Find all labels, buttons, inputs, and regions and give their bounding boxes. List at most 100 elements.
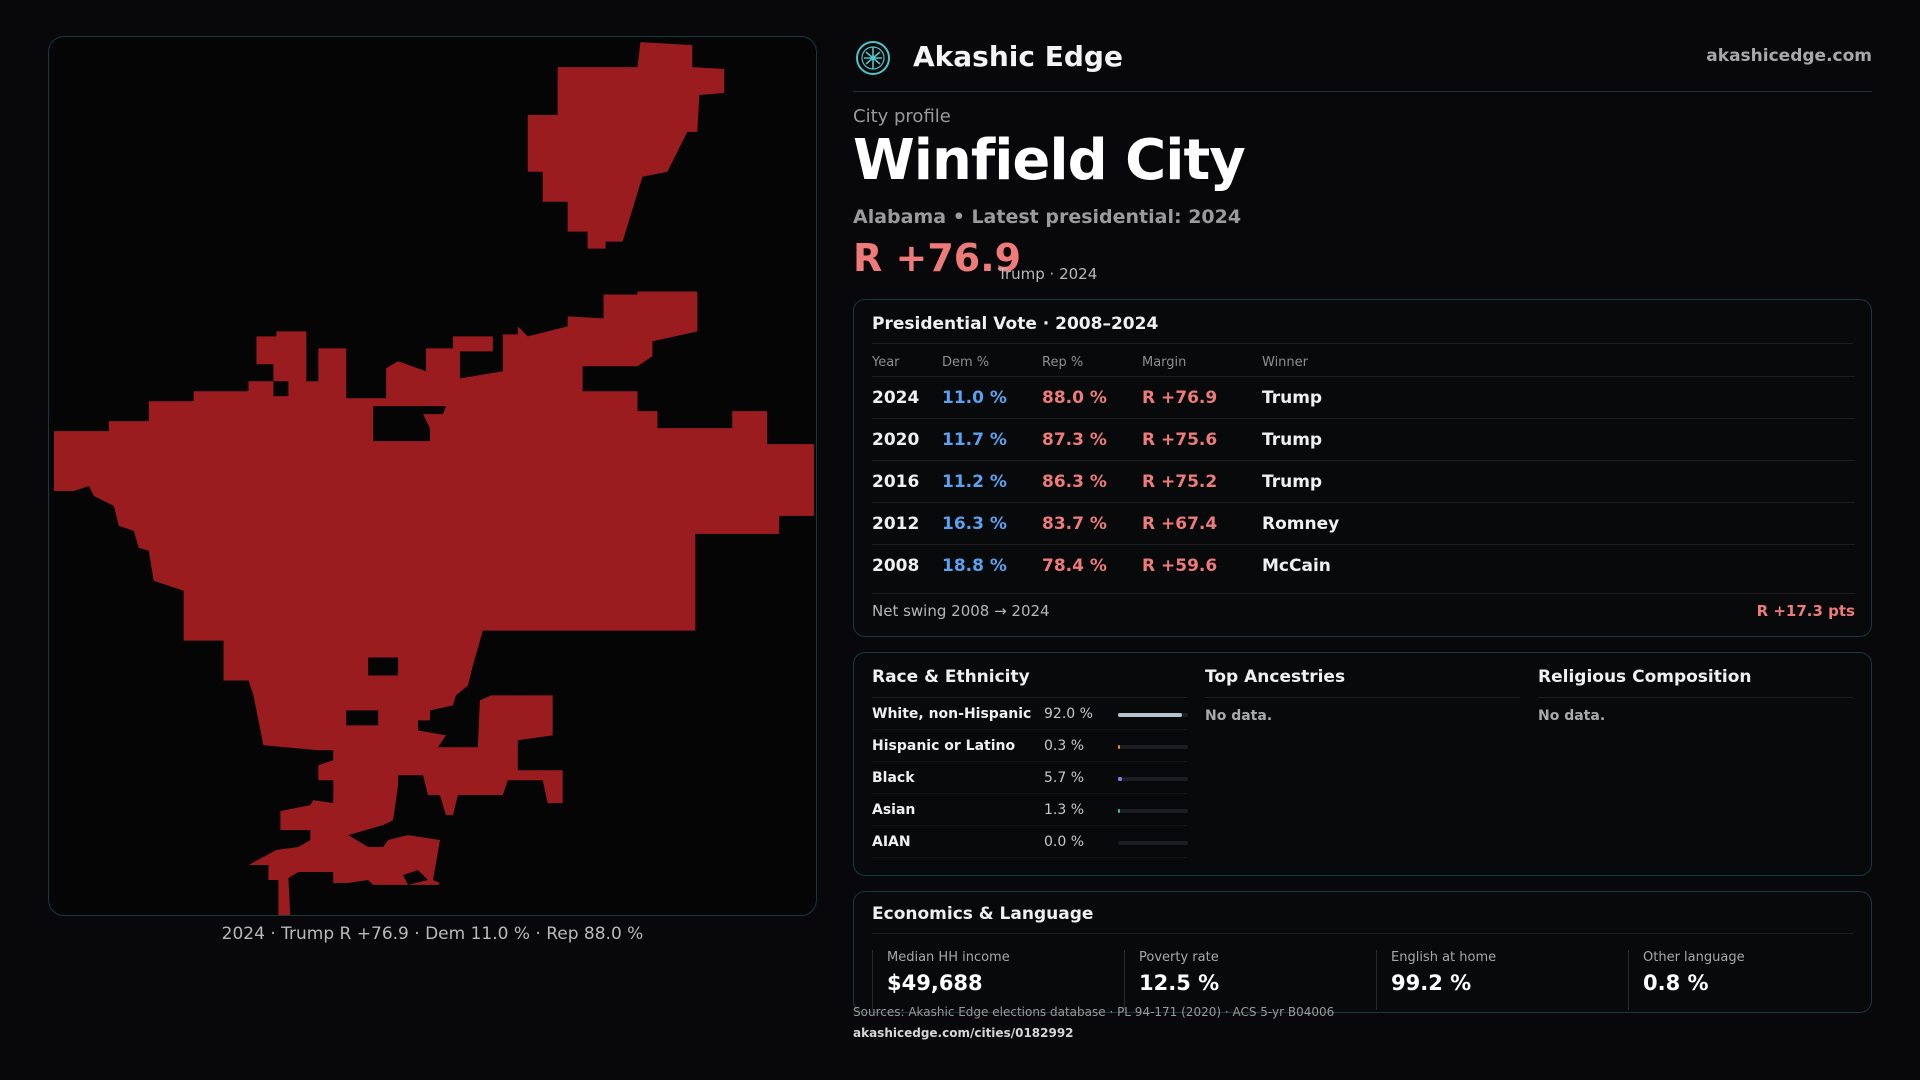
stat-english-at-home: English at home 99.2 % [1376,950,1606,1010]
presidential-vote-card: Presidential Vote · 2008–2024 Year Dem %… [853,299,1872,637]
latest-margin: R +76.9 [853,236,1022,280]
page-subtitle: Alabama • Latest presidential: 2024 [853,206,1242,228]
race-bar-track [1118,777,1188,781]
stat-value: 0.8 % [1643,971,1709,995]
cell-winner: Trump [1262,388,1323,408]
table-row: 2016 11.2 % 86.3 % R +75.2 Trump [872,460,1855,502]
column-header-year: Year [872,355,900,370]
no-data-text: No data. [1538,708,1606,724]
economics-language-card: Economics & Language Median HH income $4… [853,891,1872,1013]
race-row: Hispanic or Latino 0.3 % [872,730,1188,762]
cell-margin: R +76.9 [1142,388,1218,408]
cell-year: 2008 [872,556,920,576]
map-caption: 2024 · Trump R +76.9 · Dem 11.0 % · Rep … [221,924,644,944]
cell-rep: 83.7 % [1042,514,1107,534]
cell-year: 2012 [872,514,920,534]
cell-dem: 11.2 % [942,472,1007,492]
section-title: Race & Ethnicity [872,667,1187,698]
table-row: 2024 11.0 % 88.0 % R +76.9 Trump [872,376,1855,418]
column-header-rep: Rep % [1042,355,1084,370]
race-label: White, non-Hispanic [872,706,1032,722]
race-bar-track [1118,809,1188,813]
column-header-margin: Margin [1142,355,1187,370]
race-bar-fill [1118,713,1183,717]
column-header-winner: Winner [1262,355,1309,370]
brand-name: Akashic Edge [913,40,1123,73]
city-boundary-map[interactable] [48,36,817,916]
cell-rep: 86.3 % [1042,472,1107,492]
race-label: Hispanic or Latino [872,738,1016,754]
race-row: AIAN 0.0 % [872,826,1188,858]
race-label: Asian [872,802,916,818]
religious-composition-section: Religious Composition No data. [1538,667,1853,724]
divider [872,933,1853,934]
race-label: Black [872,770,915,786]
city-profile-panel: Akashic Edge akashicedge.com City profil… [853,0,1872,1080]
stat-label: Median HH income [887,950,1010,965]
stat-label: Poverty rate [1139,950,1219,965]
latest-margin-note: Trump · 2024 [998,265,1098,283]
race-row: White, non-Hispanic 92.0 % [872,698,1188,730]
section-title: Religious Composition [1538,667,1853,698]
demographics-card: Race & Ethnicity White, non-Hispanic 92.… [853,652,1872,876]
race-row: Asian 1.3 % [872,794,1188,826]
cell-dem: 11.0 % [942,388,1007,408]
section-title: Top Ancestries [1205,667,1520,698]
cell-year: 2016 [872,472,920,492]
table-row: 2012 16.3 % 83.7 % R +67.4 Romney [872,502,1855,544]
cell-year: 2024 [872,388,920,408]
cell-margin: R +75.2 [1142,472,1218,492]
stat-median-income: Median HH income $49,688 [872,950,1102,1010]
cell-year: 2020 [872,430,920,450]
race-bar-fill [1118,809,1121,813]
table-row: 2020 11.7 % 87.3 % R +75.6 Trump [872,418,1855,460]
race-percent: 5.7 % [1044,770,1085,786]
table-header: Year Dem % Rep % Margin Winner [872,350,1855,376]
race-bar-track [1118,841,1188,845]
divider [872,343,1853,344]
cell-dem: 16.3 % [942,514,1007,534]
cell-rep: 87.3 % [1042,430,1107,450]
net-swing-label: Net swing 2008 → 2024 [872,602,1050,620]
cell-rep: 78.4 % [1042,556,1107,576]
race-percent: 0.3 % [1044,738,1085,754]
stat-label: Other language [1643,950,1745,965]
cell-margin: R +59.6 [1142,556,1218,576]
permalink-link[interactable]: akashicedge.com/cities/0182992 [853,1026,1074,1040]
cell-winner: McCain [1262,556,1331,576]
race-bar-track [1118,745,1188,749]
stat-value: $49,688 [887,971,983,995]
page-kicker: City profile [853,106,951,127]
race-bar-track [1118,713,1188,717]
page-title: Winfield City [853,128,1246,193]
top-ancestries-section: Top Ancestries No data. [1205,667,1520,724]
no-data-text: No data. [1205,708,1273,724]
net-swing-value: R +17.3 pts [1756,602,1855,620]
column-header-dem: Dem % [942,355,990,370]
stat-label: English at home [1391,950,1497,965]
stat-value: 12.5 % [1139,971,1220,995]
sources-note: Sources: Akashic Edge elections database… [853,1005,1335,1019]
cell-margin: R +67.4 [1142,514,1218,534]
race-bar-fill [1118,777,1122,781]
cell-winner: Trump [1262,472,1323,492]
cell-winner: Romney [1262,514,1340,534]
stat-other-language: Other language 0.8 % [1628,950,1858,1010]
brand-url-link[interactable]: akashicedge.com [1706,46,1872,66]
race-percent: 92.0 % [1044,706,1093,722]
race-ethnicity-section: Race & Ethnicity White, non-Hispanic 92.… [872,667,1188,858]
net-swing-row: Net swing 2008 → 2024 R +17.3 pts [872,593,1855,629]
race-bar-fill [1118,745,1121,749]
stat-poverty-rate: Poverty rate 12.5 % [1124,950,1354,1010]
brand-header: Akashic Edge akashicedge.com [853,36,1872,92]
race-label: AIAN [872,834,911,850]
tree-of-life-icon [856,41,890,75]
cell-winner: Trump [1262,430,1323,450]
table-row: 2008 18.8 % 78.4 % R +59.6 McCain [872,544,1855,586]
cell-margin: R +75.6 [1142,430,1218,450]
cell-rep: 88.0 % [1042,388,1107,408]
cell-dem: 11.7 % [942,430,1007,450]
race-percent: 0.0 % [1044,834,1085,850]
cell-dem: 18.8 % [942,556,1007,576]
race-row: Black 5.7 % [872,762,1188,794]
